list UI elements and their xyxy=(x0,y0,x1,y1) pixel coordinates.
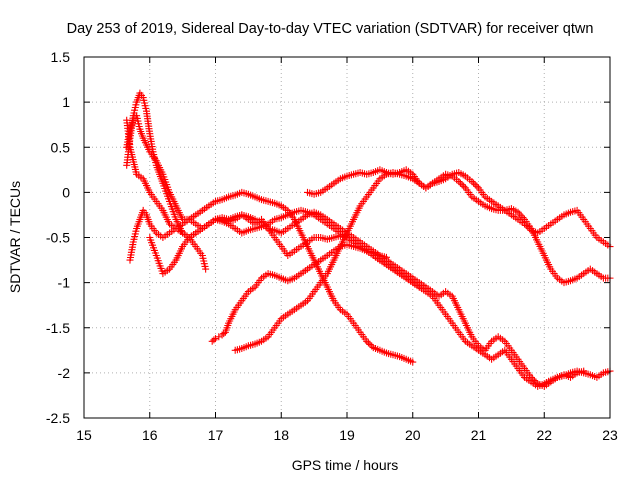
data-point xyxy=(458,181,466,189)
data-point xyxy=(471,181,479,189)
y-tick-label: 0 xyxy=(62,184,70,200)
series-B xyxy=(123,112,588,390)
x-tick-label: 20 xyxy=(405,427,421,443)
y-tick-label: 1.5 xyxy=(51,49,71,65)
data-point xyxy=(409,358,417,366)
data-point xyxy=(215,333,223,341)
x-tick-label: 19 xyxy=(339,427,355,443)
data-point xyxy=(364,339,372,347)
data-point xyxy=(368,342,376,350)
x-tick-labels: 15 16 17 18 19 20 21 22 23 xyxy=(76,427,618,443)
y-tick-label: 1 xyxy=(62,94,70,110)
data-point xyxy=(202,265,210,273)
data-points xyxy=(123,89,614,390)
data-point xyxy=(210,336,218,344)
series-C xyxy=(126,188,417,366)
series-F xyxy=(208,241,390,345)
data-point xyxy=(415,283,423,291)
x-tick-label: 15 xyxy=(76,427,92,443)
data-point xyxy=(532,378,540,386)
y-tick-labels: 1.5 1 0.5 0 -0.5 -1 -1.5 -2 -2.5 xyxy=(46,49,70,426)
y-axis-label: SDTVAR / TECUs xyxy=(7,181,23,293)
x-axis-label: GPS time / hours xyxy=(292,457,399,473)
x-tick-label: 22 xyxy=(536,427,552,443)
data-point xyxy=(456,179,464,187)
y-tick-label: -2.5 xyxy=(46,410,70,426)
data-point xyxy=(529,375,537,383)
x-tick-label: 23 xyxy=(602,427,618,443)
data-point xyxy=(366,340,374,348)
data-point xyxy=(473,182,481,190)
data-point xyxy=(530,377,538,384)
chart-title: Day 253 of 2019, Sidereal Day-to-day VTE… xyxy=(67,21,594,37)
plot-frame xyxy=(83,56,611,419)
grid-lines xyxy=(84,57,610,418)
x-tick-label: 17 xyxy=(208,427,224,443)
series-H xyxy=(304,166,614,287)
x-tick-label: 16 xyxy=(142,427,158,443)
y-tick-label: -2 xyxy=(58,365,71,381)
x-tick-label: 18 xyxy=(273,427,289,443)
y-tick-label: -0.5 xyxy=(46,230,70,246)
y-tick-label: 0.5 xyxy=(51,139,71,155)
y-tick-label: -1 xyxy=(58,275,71,291)
data-point xyxy=(527,373,535,381)
data-point xyxy=(460,182,468,190)
x-tick-label: 21 xyxy=(471,427,487,443)
y-tick-label: -1.5 xyxy=(46,320,70,336)
data-point xyxy=(470,179,478,187)
data-point xyxy=(363,337,371,345)
data-point xyxy=(382,253,390,261)
data-point xyxy=(468,178,476,185)
series-G xyxy=(231,169,614,354)
data-point xyxy=(220,330,228,338)
data-point xyxy=(455,178,463,185)
